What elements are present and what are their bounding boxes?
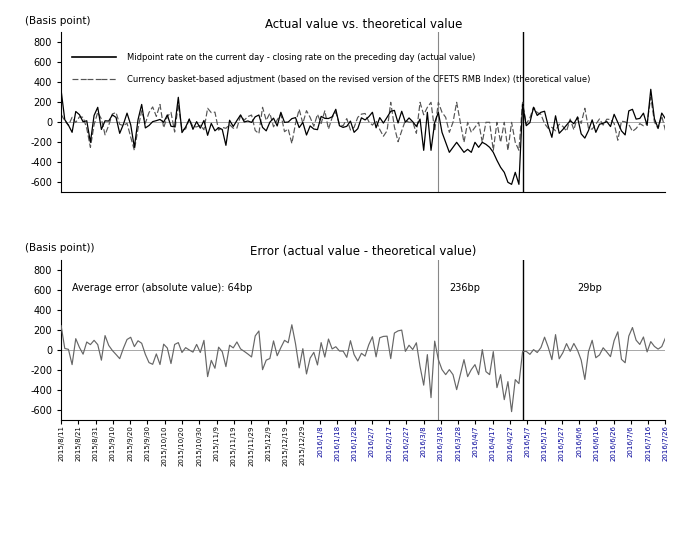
Text: 29bp: 29bp	[578, 282, 602, 293]
Title: Actual value vs. theoretical value: Actual value vs. theoretical value	[265, 18, 462, 31]
Text: Midpoint rate on the current day - closing rate on the preceding day (actual val: Midpoint rate on the current day - closi…	[127, 53, 475, 62]
Text: (Basis point): (Basis point)	[25, 16, 90, 26]
Text: 236bp: 236bp	[449, 282, 480, 293]
Title: Error (actual value - theoretical value): Error (actual value - theoretical value)	[250, 245, 477, 258]
Text: Currency basket-based adjustment (based on the revised version of the CFETS RMB : Currency basket-based adjustment (based …	[127, 75, 591, 84]
Text: Average error (absolute value): 64bp: Average error (absolute value): 64bp	[72, 282, 253, 293]
Text: (Basis point)): (Basis point))	[25, 243, 94, 253]
